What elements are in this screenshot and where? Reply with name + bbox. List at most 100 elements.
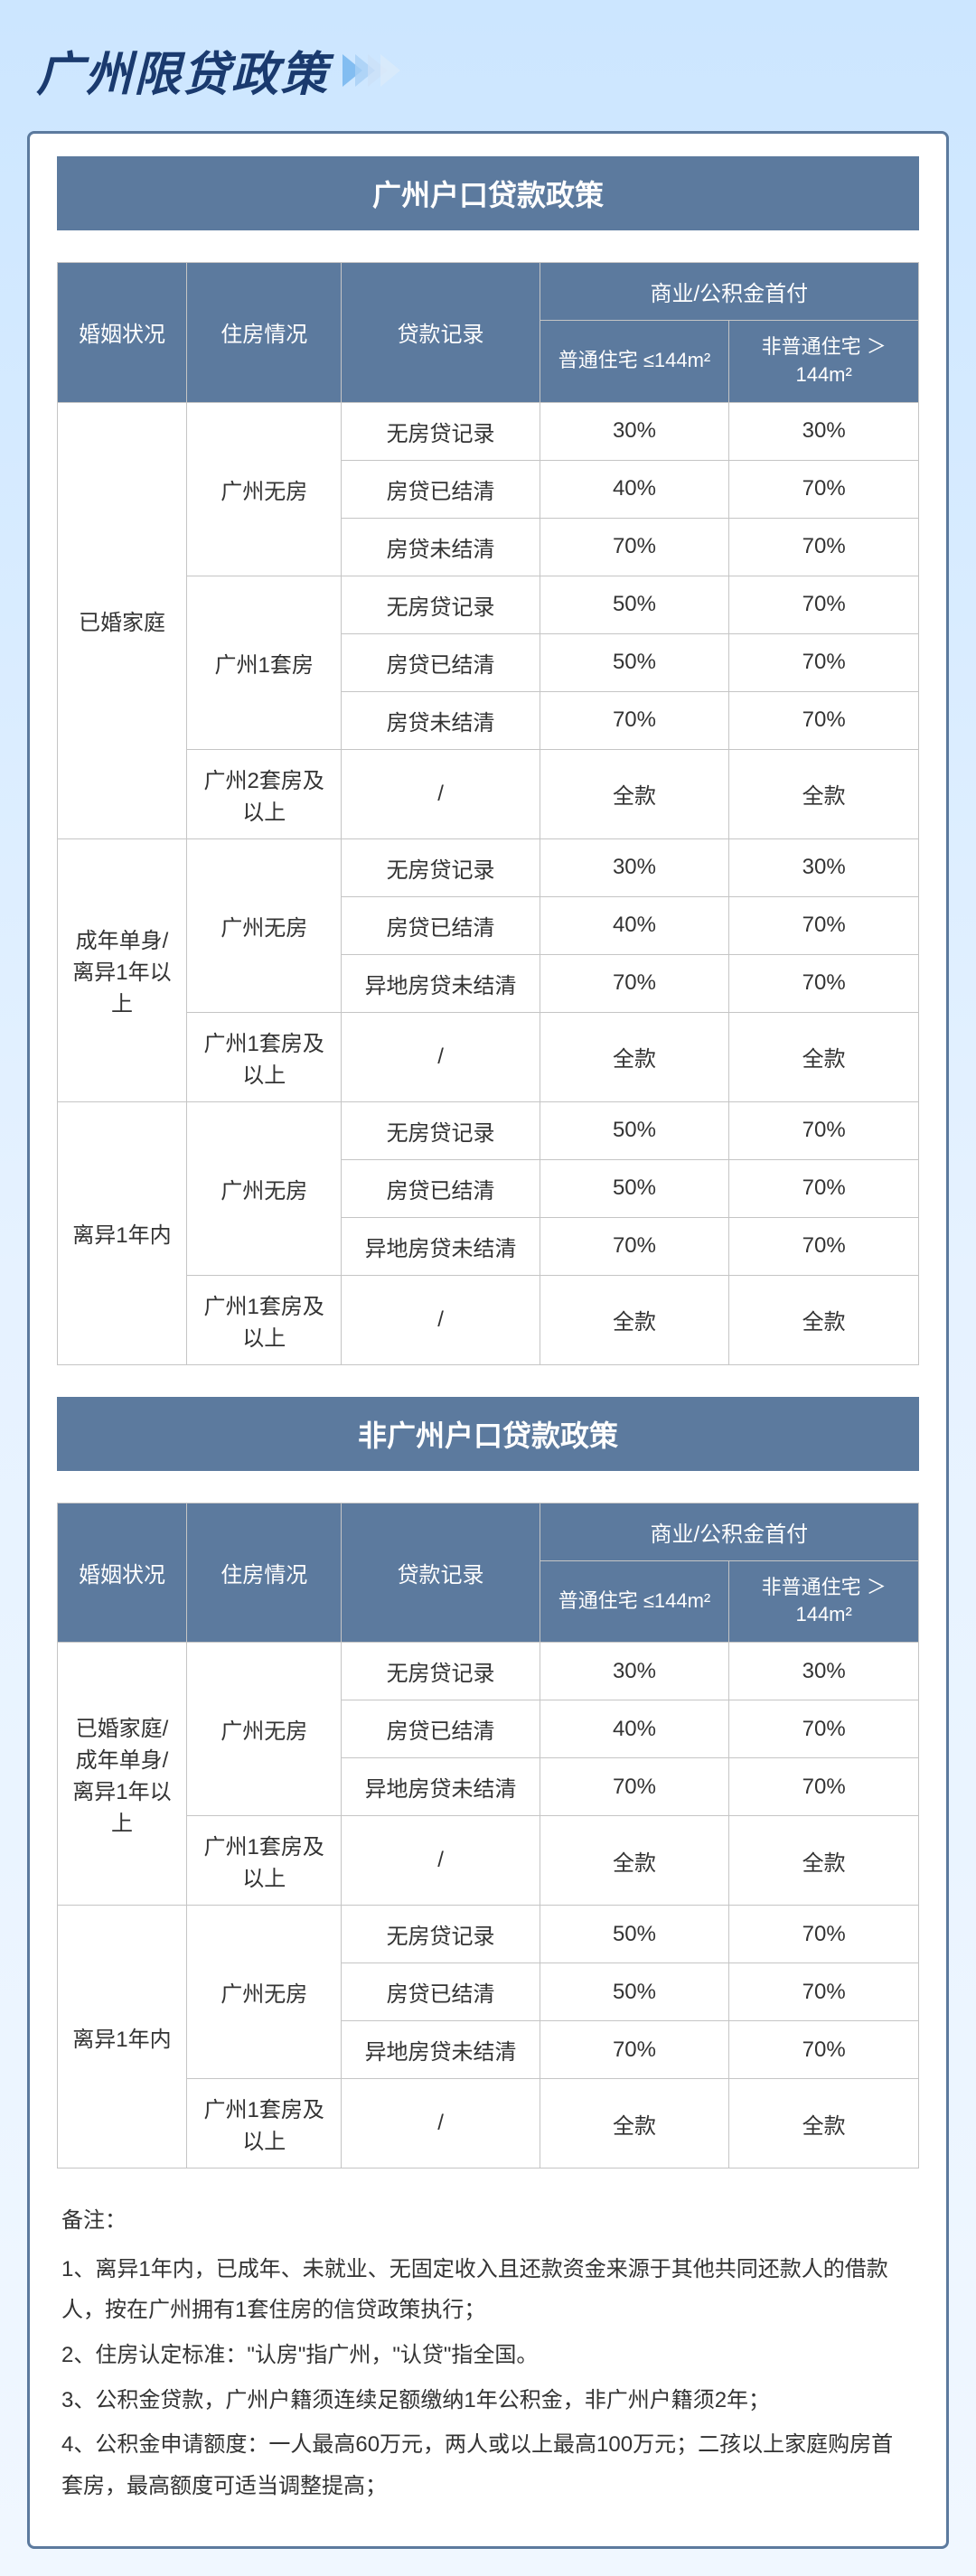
cell-housing: 广州1套房及以上 <box>186 1816 342 1906</box>
cell-loan: 房贷未结清 <box>342 518 540 576</box>
cell-value-nonnormal: 全款 <box>729 749 919 838</box>
table-row: 离异1年内广州无房无房贷记录50%70% <box>58 1906 919 1963</box>
cell-value-nonnormal: 70% <box>729 1159 919 1217</box>
cell-value-nonnormal: 30% <box>729 402 919 460</box>
page-container: 广州限贷政策 广州户口贷款政策 婚姻状况 住房情况 贷款记录 商业/公积金首付 … <box>0 0 976 2576</box>
cell-housing: 广州无房 <box>186 402 342 576</box>
cell-value-normal: 30% <box>540 1643 729 1700</box>
cell-value-nonnormal: 30% <box>729 838 919 896</box>
th-housing: 住房情况 <box>186 1503 342 1643</box>
cell-value-normal: 全款 <box>540 1816 729 1906</box>
cell-loan: 房贷已结清 <box>342 633 540 691</box>
th-marital: 婚姻状况 <box>58 1503 187 1643</box>
table-row: 广州1套房及以上/全款全款 <box>58 1816 919 1906</box>
cell-value-nonnormal: 70% <box>729 1700 919 1758</box>
page-title: 广州限贷政策 <box>36 36 329 104</box>
cell-housing: 广州无房 <box>186 1643 342 1816</box>
note-item: 3、公积金贷款，广州户籍须连续足额缴纳1年公积金，非广州户籍须2年； <box>61 2380 915 2421</box>
cell-value-normal: 40% <box>540 1700 729 1758</box>
table-row: 已婚家庭广州无房无房贷记录30%30% <box>58 402 919 460</box>
cell-housing: 广州无房 <box>186 838 342 1012</box>
main-title-row: 广州限贷政策 <box>27 36 949 104</box>
cell-value-nonnormal: 全款 <box>729 1816 919 1906</box>
note-item: 4、公积金申请额度：一人最高60万元，两人或以上最高100万元；二孩以上家庭购房… <box>61 2424 915 2506</box>
cell-value-nonnormal: 全款 <box>729 2079 919 2169</box>
cell-loan: 房贷已结清 <box>342 1700 540 1758</box>
cell-loan: 房贷未结清 <box>342 691 540 749</box>
table-row: 已婚家庭/成年单身/离异1年以上广州无房无房贷记录30%30% <box>58 1643 919 1700</box>
cell-loan: 房贷已结清 <box>342 1159 540 1217</box>
cell-value-normal: 50% <box>540 1906 729 1963</box>
table-row: 广州2套房及以上/全款全款 <box>58 749 919 838</box>
cell-value-nonnormal: 70% <box>729 1101 919 1159</box>
cell-value-normal: 70% <box>540 1758 729 1816</box>
th-housing: 住房情况 <box>186 263 342 403</box>
cell-housing: 广州1套房 <box>186 576 342 749</box>
section2-header: 非广州户口贷款政策 <box>57 1397 919 1471</box>
cell-value-nonnormal: 70% <box>729 1217 919 1275</box>
section1-table: 婚姻状况 住房情况 贷款记录 商业/公积金首付 普通住宅 ≤144m² 非普通住… <box>57 262 919 1365</box>
cell-value-nonnormal: 70% <box>729 1758 919 1816</box>
cell-value-normal: 全款 <box>540 1275 729 1364</box>
th-normal: 普通住宅 ≤144m² <box>540 1560 729 1643</box>
cell-value-normal: 70% <box>540 1217 729 1275</box>
table-row: 成年单身/离异1年以上广州无房无房贷记录30%30% <box>58 838 919 896</box>
cell-value-normal: 50% <box>540 1963 729 2021</box>
cell-value-nonnormal: 70% <box>729 1963 919 2021</box>
cell-value-normal: 全款 <box>540 749 729 838</box>
cell-housing: 广州1套房及以上 <box>186 2079 342 2169</box>
cell-housing: 广州1套房及以上 <box>186 1275 342 1364</box>
cell-value-normal: 40% <box>540 896 729 954</box>
cell-value-normal: 30% <box>540 838 729 896</box>
cell-loan: / <box>342 1816 540 1906</box>
table-row: 广州1套房及以上/全款全款 <box>58 1012 919 1101</box>
table-row: 广州1套房及以上/全款全款 <box>58 2079 919 2169</box>
cell-value-nonnormal: 70% <box>729 691 919 749</box>
table-row: 离异1年内广州无房无房贷记录50%70% <box>58 1101 919 1159</box>
title-arrows-icon <box>343 54 393 87</box>
cell-value-nonnormal: 全款 <box>729 1275 919 1364</box>
cell-housing: 广州1套房及以上 <box>186 1012 342 1101</box>
section1-header: 广州户口贷款政策 <box>57 156 919 230</box>
cell-loan: 房贷已结清 <box>342 460 540 518</box>
cell-housing: 广州无房 <box>186 1101 342 1275</box>
th-normal: 普通住宅 ≤144m² <box>540 321 729 403</box>
cell-loan: 异地房贷未结清 <box>342 2021 540 2079</box>
cell-loan: 房贷已结清 <box>342 896 540 954</box>
cell-housing: 广州无房 <box>186 1906 342 2079</box>
cell-loan: 房贷已结清 <box>342 1963 540 2021</box>
cell-loan: 无房贷记录 <box>342 402 540 460</box>
cell-value-normal: 70% <box>540 691 729 749</box>
cell-marital: 离异1年内 <box>58 1101 187 1364</box>
cell-value-normal: 70% <box>540 954 729 1012</box>
cell-loan: 异地房贷未结清 <box>342 1217 540 1275</box>
cell-value-normal: 50% <box>540 1159 729 1217</box>
cell-value-normal: 70% <box>540 518 729 576</box>
cell-value-nonnormal: 70% <box>729 518 919 576</box>
cell-loan: / <box>342 2079 540 2169</box>
cell-value-normal: 70% <box>540 2021 729 2079</box>
cell-marital: 成年单身/离异1年以上 <box>58 838 187 1101</box>
th-marital: 婚姻状况 <box>58 263 187 403</box>
cell-value-nonnormal: 30% <box>729 1643 919 1700</box>
cell-marital: 已婚家庭 <box>58 402 187 838</box>
cell-loan: 异地房贷未结清 <box>342 1758 540 1816</box>
th-nonnormal: 非普通住宅 ＞144m² <box>729 321 919 403</box>
cell-value-normal: 全款 <box>540 1012 729 1101</box>
cell-loan: 无房贷记录 <box>342 1906 540 1963</box>
cell-value-nonnormal: 70% <box>729 896 919 954</box>
cell-value-normal: 全款 <box>540 2079 729 2169</box>
table-row: 广州1套房无房贷记录50%70% <box>58 576 919 633</box>
notes-section: 备注： 1、离异1年内，已成年、未就业、无固定收入且还款资金来源于其他共同还款人… <box>57 2200 919 2506</box>
content-card: 广州户口贷款政策 婚姻状况 住房情况 贷款记录 商业/公积金首付 普通住宅 ≤1… <box>27 131 949 2549</box>
cell-loan: 异地房贷未结清 <box>342 954 540 1012</box>
cell-loan: 无房贷记录 <box>342 1101 540 1159</box>
th-nonnormal: 非普通住宅 ＞144m² <box>729 1560 919 1643</box>
cell-value-nonnormal: 70% <box>729 954 919 1012</box>
note-item: 2、住房认定标准："认房"指广州，"认贷"指全国。 <box>61 2335 915 2376</box>
cell-value-nonnormal: 70% <box>729 2021 919 2079</box>
cell-value-nonnormal: 全款 <box>729 1012 919 1101</box>
th-payment-group: 商业/公积金首付 <box>540 1503 918 1560</box>
cell-loan: 无房贷记录 <box>342 576 540 633</box>
cell-loan: 无房贷记录 <box>342 1643 540 1700</box>
